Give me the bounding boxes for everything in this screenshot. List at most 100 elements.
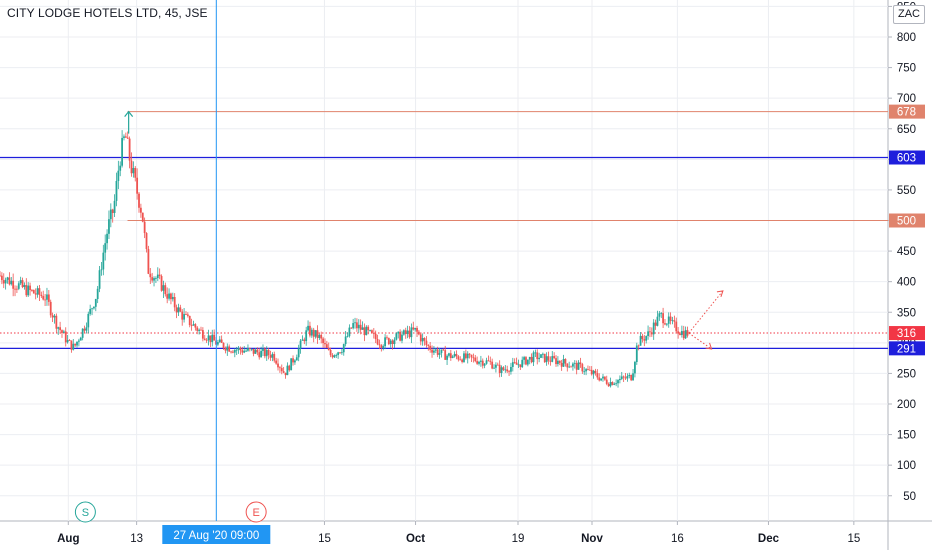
- candle-body: [19, 280, 22, 284]
- currency-button[interactable]: ZAC: [893, 5, 925, 24]
- candle-body: [673, 320, 676, 322]
- candle-body: [265, 349, 268, 357]
- price-axis[interactable]: 5010015020025030035040045050055060065070…: [888, 1, 925, 503]
- candle-body: [138, 193, 140, 208]
- candle-body: [587, 369, 589, 370]
- candle-body: [378, 344, 381, 346]
- candle-body: [382, 346, 385, 348]
- candle-body: [235, 349, 238, 351]
- candle-body: [171, 296, 174, 300]
- candle-body: [654, 322, 657, 326]
- candle-body: [558, 360, 561, 363]
- candle-body: [175, 307, 178, 313]
- candle-body: [4, 279, 7, 284]
- candle-body: [348, 327, 351, 337]
- candle-body: [573, 362, 576, 364]
- candle-body: [254, 349, 257, 354]
- event-marker[interactable]: [74, 501, 96, 523]
- candle-body: [190, 325, 193, 326]
- candle-body: [108, 219, 110, 234]
- candle-body: [658, 313, 661, 317]
- candle-body: [158, 274, 161, 277]
- candle-body: [327, 347, 330, 350]
- candle-body: [164, 285, 167, 295]
- candle-body: [431, 349, 433, 353]
- candle-body: [232, 351, 234, 353]
- candle-body: [455, 353, 458, 357]
- candle-body: [194, 324, 197, 328]
- candle-body: [504, 369, 507, 371]
- crosshair-time-label: 27 Aug '20 09:00: [173, 530, 259, 542]
- candle-body: [170, 293, 172, 300]
- candle-body: [605, 379, 608, 384]
- candle-body: [487, 360, 490, 362]
- candle-body: [427, 345, 430, 346]
- candle-body: [682, 330, 685, 339]
- candle-body: [160, 276, 163, 291]
- candle-body: [459, 359, 462, 361]
- candle-body: [186, 314, 189, 316]
- candle-body: [156, 274, 159, 279]
- candle-body: [489, 360, 492, 362]
- candle-body: [643, 339, 646, 341]
- candle-body: [115, 180, 118, 201]
- price-tick-label: 800: [897, 32, 916, 44]
- candle-body: [239, 347, 242, 351]
- candle-body: [656, 316, 659, 326]
- candles: [0, 130, 689, 388]
- candle-body: [126, 137, 129, 139]
- candle-body: [179, 307, 182, 312]
- time-axis[interactable]: Aug 13 15 Oct 19 Nov 16 Dec 15: [57, 521, 860, 545]
- candle-body: [577, 362, 580, 370]
- candle-body: [562, 358, 565, 367]
- candle-body: [491, 361, 494, 369]
- candle-body: [421, 337, 424, 342]
- candle-body: [545, 356, 548, 363]
- candle-body: [401, 334, 403, 341]
- candle-body: [669, 316, 672, 321]
- candle-body: [598, 377, 601, 381]
- candle-body: [502, 367, 505, 370]
- candle-body: [53, 315, 56, 318]
- candle-body: [34, 293, 37, 295]
- candle-body: [510, 366, 512, 372]
- candle-body: [356, 322, 358, 329]
- candle-body: [111, 209, 114, 213]
- candle-body: [10, 280, 13, 285]
- candle-body: [109, 209, 112, 220]
- candle-body: [42, 296, 45, 300]
- candle-body: [6, 277, 9, 280]
- candle-body: [543, 353, 546, 363]
- candle-body: [61, 330, 63, 333]
- candle-body: [228, 346, 231, 352]
- time-tick-label: 13: [130, 533, 143, 545]
- candle-body: [511, 362, 514, 367]
- candle-body: [500, 367, 503, 373]
- candle-body: [106, 233, 108, 244]
- candle-body: [168, 293, 170, 299]
- candle-body: [551, 356, 554, 362]
- candle-body: [538, 357, 541, 360]
- candle-body: [389, 340, 392, 345]
- candle-body: [423, 337, 426, 341]
- projection-up-head: [716, 290, 724, 298]
- candle-body: [506, 369, 509, 372]
- candle-body: [104, 243, 107, 253]
- candle-body: [620, 376, 623, 379]
- candle-body: [153, 278, 155, 281]
- candle-body: [478, 361, 480, 364]
- candle-body: [47, 294, 50, 302]
- event-marker[interactable]: [245, 501, 267, 523]
- candle-body: [463, 353, 465, 362]
- candle-body: [547, 356, 550, 361]
- candle-body: [404, 330, 407, 335]
- candle-body: [376, 339, 379, 345]
- candle-body: [284, 372, 287, 376]
- candle-body: [416, 327, 418, 332]
- candle-body: [464, 353, 467, 359]
- candle-body: [124, 136, 127, 138]
- candle-body: [575, 362, 578, 370]
- candle-body: [637, 345, 640, 347]
